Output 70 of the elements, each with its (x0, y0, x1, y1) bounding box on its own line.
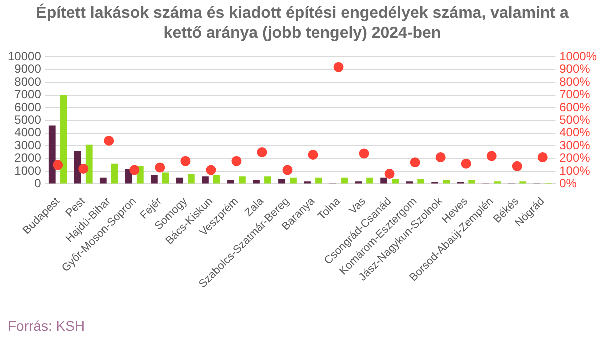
point (232, 156, 242, 166)
bar (176, 178, 184, 184)
bar (86, 144, 93, 184)
bar (100, 178, 107, 184)
bar (366, 178, 374, 184)
bar (316, 178, 322, 184)
y-tick-label: 1000 (14, 164, 42, 178)
y-tick-label: 10000 (8, 50, 42, 64)
y-tick-label: 5000 (14, 113, 42, 128)
y2-tick-label: 0% (560, 176, 578, 191)
bar (468, 180, 476, 184)
bar (290, 178, 297, 184)
y-tick-label: 9000 (14, 62, 42, 76)
bar (392, 179, 399, 184)
y2-tick-label: 500% (560, 113, 591, 128)
point (130, 165, 140, 176)
bar (443, 180, 450, 184)
point (78, 164, 89, 174)
bar (111, 164, 118, 184)
bar (264, 176, 272, 184)
point (436, 152, 446, 163)
bar (60, 95, 68, 184)
chart-title: Épített lakások száma és kiadott építési engedélyek száma, valamint a kettő aránya (jobb tengely) 2024-ben (35, 2, 570, 44)
point (308, 150, 318, 160)
y2-tick-label: 100% (560, 164, 591, 178)
bar (48, 126, 56, 184)
y2-tick-label: 400% (560, 126, 591, 140)
point (359, 148, 370, 159)
point (180, 156, 191, 166)
point (538, 152, 548, 163)
point (334, 62, 344, 72)
bar (278, 179, 286, 184)
point (384, 169, 395, 180)
bar (418, 179, 424, 184)
y-tick-label: 3000 (14, 138, 42, 152)
y-tick-label: 4000 (14, 126, 42, 140)
point (53, 160, 64, 170)
y-tick-label: 2000 (14, 151, 42, 166)
y-tick-label: 7000 (14, 88, 42, 102)
bar (214, 175, 220, 184)
y-tick-label: 0 (34, 176, 42, 191)
bar (74, 151, 82, 184)
y-tick-label: 8000 (14, 74, 42, 89)
y2-tick-label: 1000% (560, 50, 598, 64)
text: Forrás: KSH (8, 318, 86, 334)
bar (188, 174, 195, 184)
point (282, 165, 293, 176)
point (461, 158, 472, 169)
bar (228, 180, 234, 184)
y2-tick-label: 900% (560, 62, 591, 76)
y2-tick-label: 300% (560, 138, 591, 152)
point (410, 158, 420, 168)
point (155, 162, 166, 173)
y2-tick-label: 800% (560, 74, 591, 89)
bar (253, 180, 260, 184)
y-tick-label: 6000 (14, 100, 42, 114)
bar (341, 178, 348, 184)
point (206, 165, 216, 176)
point (486, 151, 497, 162)
bar (202, 176, 209, 184)
point (257, 147, 268, 158)
bar (150, 175, 158, 184)
bar (162, 172, 170, 184)
bar (239, 176, 246, 184)
y2-tick-label: 200% (560, 151, 591, 166)
point (104, 136, 114, 146)
point (512, 161, 522, 172)
bar (380, 178, 388, 184)
y2-tick-label: 600% (560, 100, 591, 114)
y2-tick-label: 700% (560, 88, 591, 102)
